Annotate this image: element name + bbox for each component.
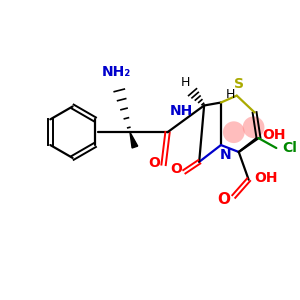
Text: H: H	[181, 76, 190, 89]
Text: N: N	[220, 148, 232, 162]
Text: S: S	[234, 77, 244, 91]
Text: NH₂: NH₂	[101, 65, 131, 79]
Text: O: O	[218, 192, 230, 207]
Text: Cl: Cl	[283, 141, 298, 155]
Circle shape	[243, 116, 265, 138]
Circle shape	[223, 121, 245, 143]
Text: OH: OH	[255, 171, 278, 185]
Text: O: O	[148, 156, 160, 170]
Text: OH: OH	[262, 128, 286, 142]
Text: O: O	[170, 162, 182, 176]
Text: H: H	[226, 88, 236, 101]
Text: NH: NH	[170, 104, 193, 118]
Polygon shape	[130, 132, 138, 148]
